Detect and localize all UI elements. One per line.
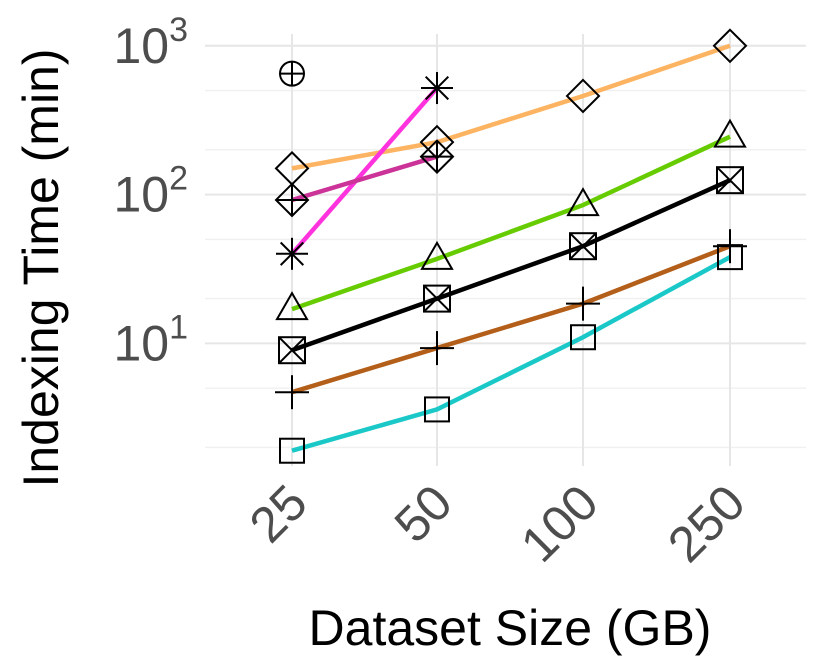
- data-point-square-x: [716, 166, 744, 195]
- series-line-triangle: [291, 134, 731, 312]
- x-tick-label: 100: [510, 474, 609, 573]
- data-point-triangle: [420, 240, 454, 270]
- data-point-diamond-plus: [274, 182, 310, 218]
- data-point-square: [424, 396, 450, 423]
- y-axis-title: Indexing Time (min): [13, 48, 69, 487]
- data-point-triangle: [275, 291, 309, 321]
- data-point-square: [570, 324, 596, 351]
- series-line-diamond-plus: [291, 154, 438, 203]
- data-point-plus: [420, 331, 454, 366]
- series-line-diamond: [291, 43, 731, 171]
- y-tick-label: 103: [113, 11, 188, 74]
- series-line-plus: [291, 244, 731, 395]
- x-tick-label: 250: [657, 474, 756, 573]
- data-point-square-x: [569, 232, 597, 261]
- series-line-square: [291, 255, 732, 453]
- data-point-square: [717, 244, 743, 271]
- x-axis-tick-labels: 25 50 100 250: [239, 474, 756, 573]
- data-point-circle-plus: [279, 60, 305, 87]
- data-point-square-x: [278, 336, 306, 365]
- series-line-asterisk: [290, 86, 439, 256]
- data-point-triangle: [713, 118, 747, 148]
- data-point-asterisk: [276, 237, 308, 270]
- data-point-square: [279, 437, 305, 464]
- y-axis-tick-labels: 101 102 103: [113, 11, 188, 372]
- data-point-diamond: [712, 28, 748, 64]
- data-point-asterisk: [421, 72, 453, 105]
- y-tick-label: 101: [113, 308, 188, 371]
- series-markers: [274, 28, 748, 464]
- y-tick-label: 102: [113, 160, 188, 223]
- data-point-triangle: [566, 187, 600, 217]
- data-point-diamond: [565, 78, 601, 114]
- data-point-plus: [275, 375, 309, 410]
- data-point-diamond-plus: [419, 139, 455, 175]
- data-point-plus: [566, 286, 600, 321]
- x-tick-label: 50: [384, 474, 463, 553]
- x-tick-label: 25: [239, 474, 318, 553]
- series-lines: [290, 43, 732, 453]
- data-point-square-x: [423, 284, 451, 313]
- series-line-square-x: [291, 178, 731, 353]
- x-axis-title: Dataset Size (GB): [309, 600, 712, 656]
